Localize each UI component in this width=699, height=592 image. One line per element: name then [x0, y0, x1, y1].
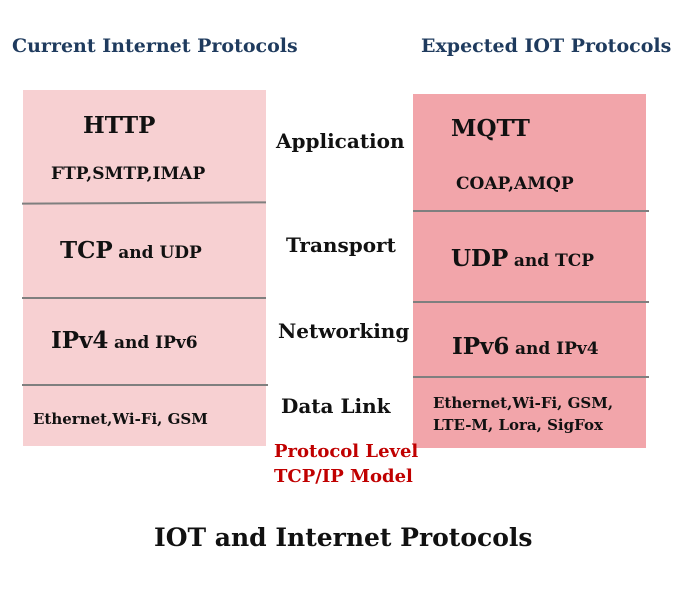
left-networking: IPv4 and IPv6	[51, 327, 198, 354]
iot-protocols-stack	[413, 94, 646, 448]
divider	[413, 376, 649, 378]
layer-datalink: Data Link	[281, 394, 391, 418]
layer-application: Application	[276, 129, 405, 153]
right-networking: IPv6 and IPv4	[452, 333, 599, 360]
layer-transport: Transport	[286, 233, 396, 257]
divider	[22, 297, 266, 299]
protocol-level-note: Protocol Level TCP/IP Model	[274, 441, 419, 487]
left-header: Current Internet Protocols	[12, 35, 298, 57]
right-app-sub: COAP,AMQP	[456, 174, 574, 194]
right-datalink: Ethernet,Wi-Fi, GSM, LTE-M, Lora, SigFox	[433, 394, 614, 434]
right-header: Expected IOT Protocols	[421, 35, 672, 57]
diagram-title: IOT and Internet Protocols	[154, 523, 533, 552]
divider	[22, 384, 268, 386]
current-protocols-stack	[23, 90, 266, 446]
divider	[413, 210, 649, 212]
divider	[413, 301, 649, 303]
left-app-sub: FTP,SMTP,IMAP	[51, 164, 206, 184]
layer-networking: Networking	[278, 319, 410, 343]
right-app-main: MQTT	[451, 115, 530, 142]
left-transport: TCP and UDP	[60, 237, 202, 264]
left-app-main: HTTP	[83, 112, 156, 139]
right-transport: UDP and TCP	[451, 245, 595, 272]
left-datalink: Ethernet,Wi-Fi, GSM	[33, 410, 208, 428]
